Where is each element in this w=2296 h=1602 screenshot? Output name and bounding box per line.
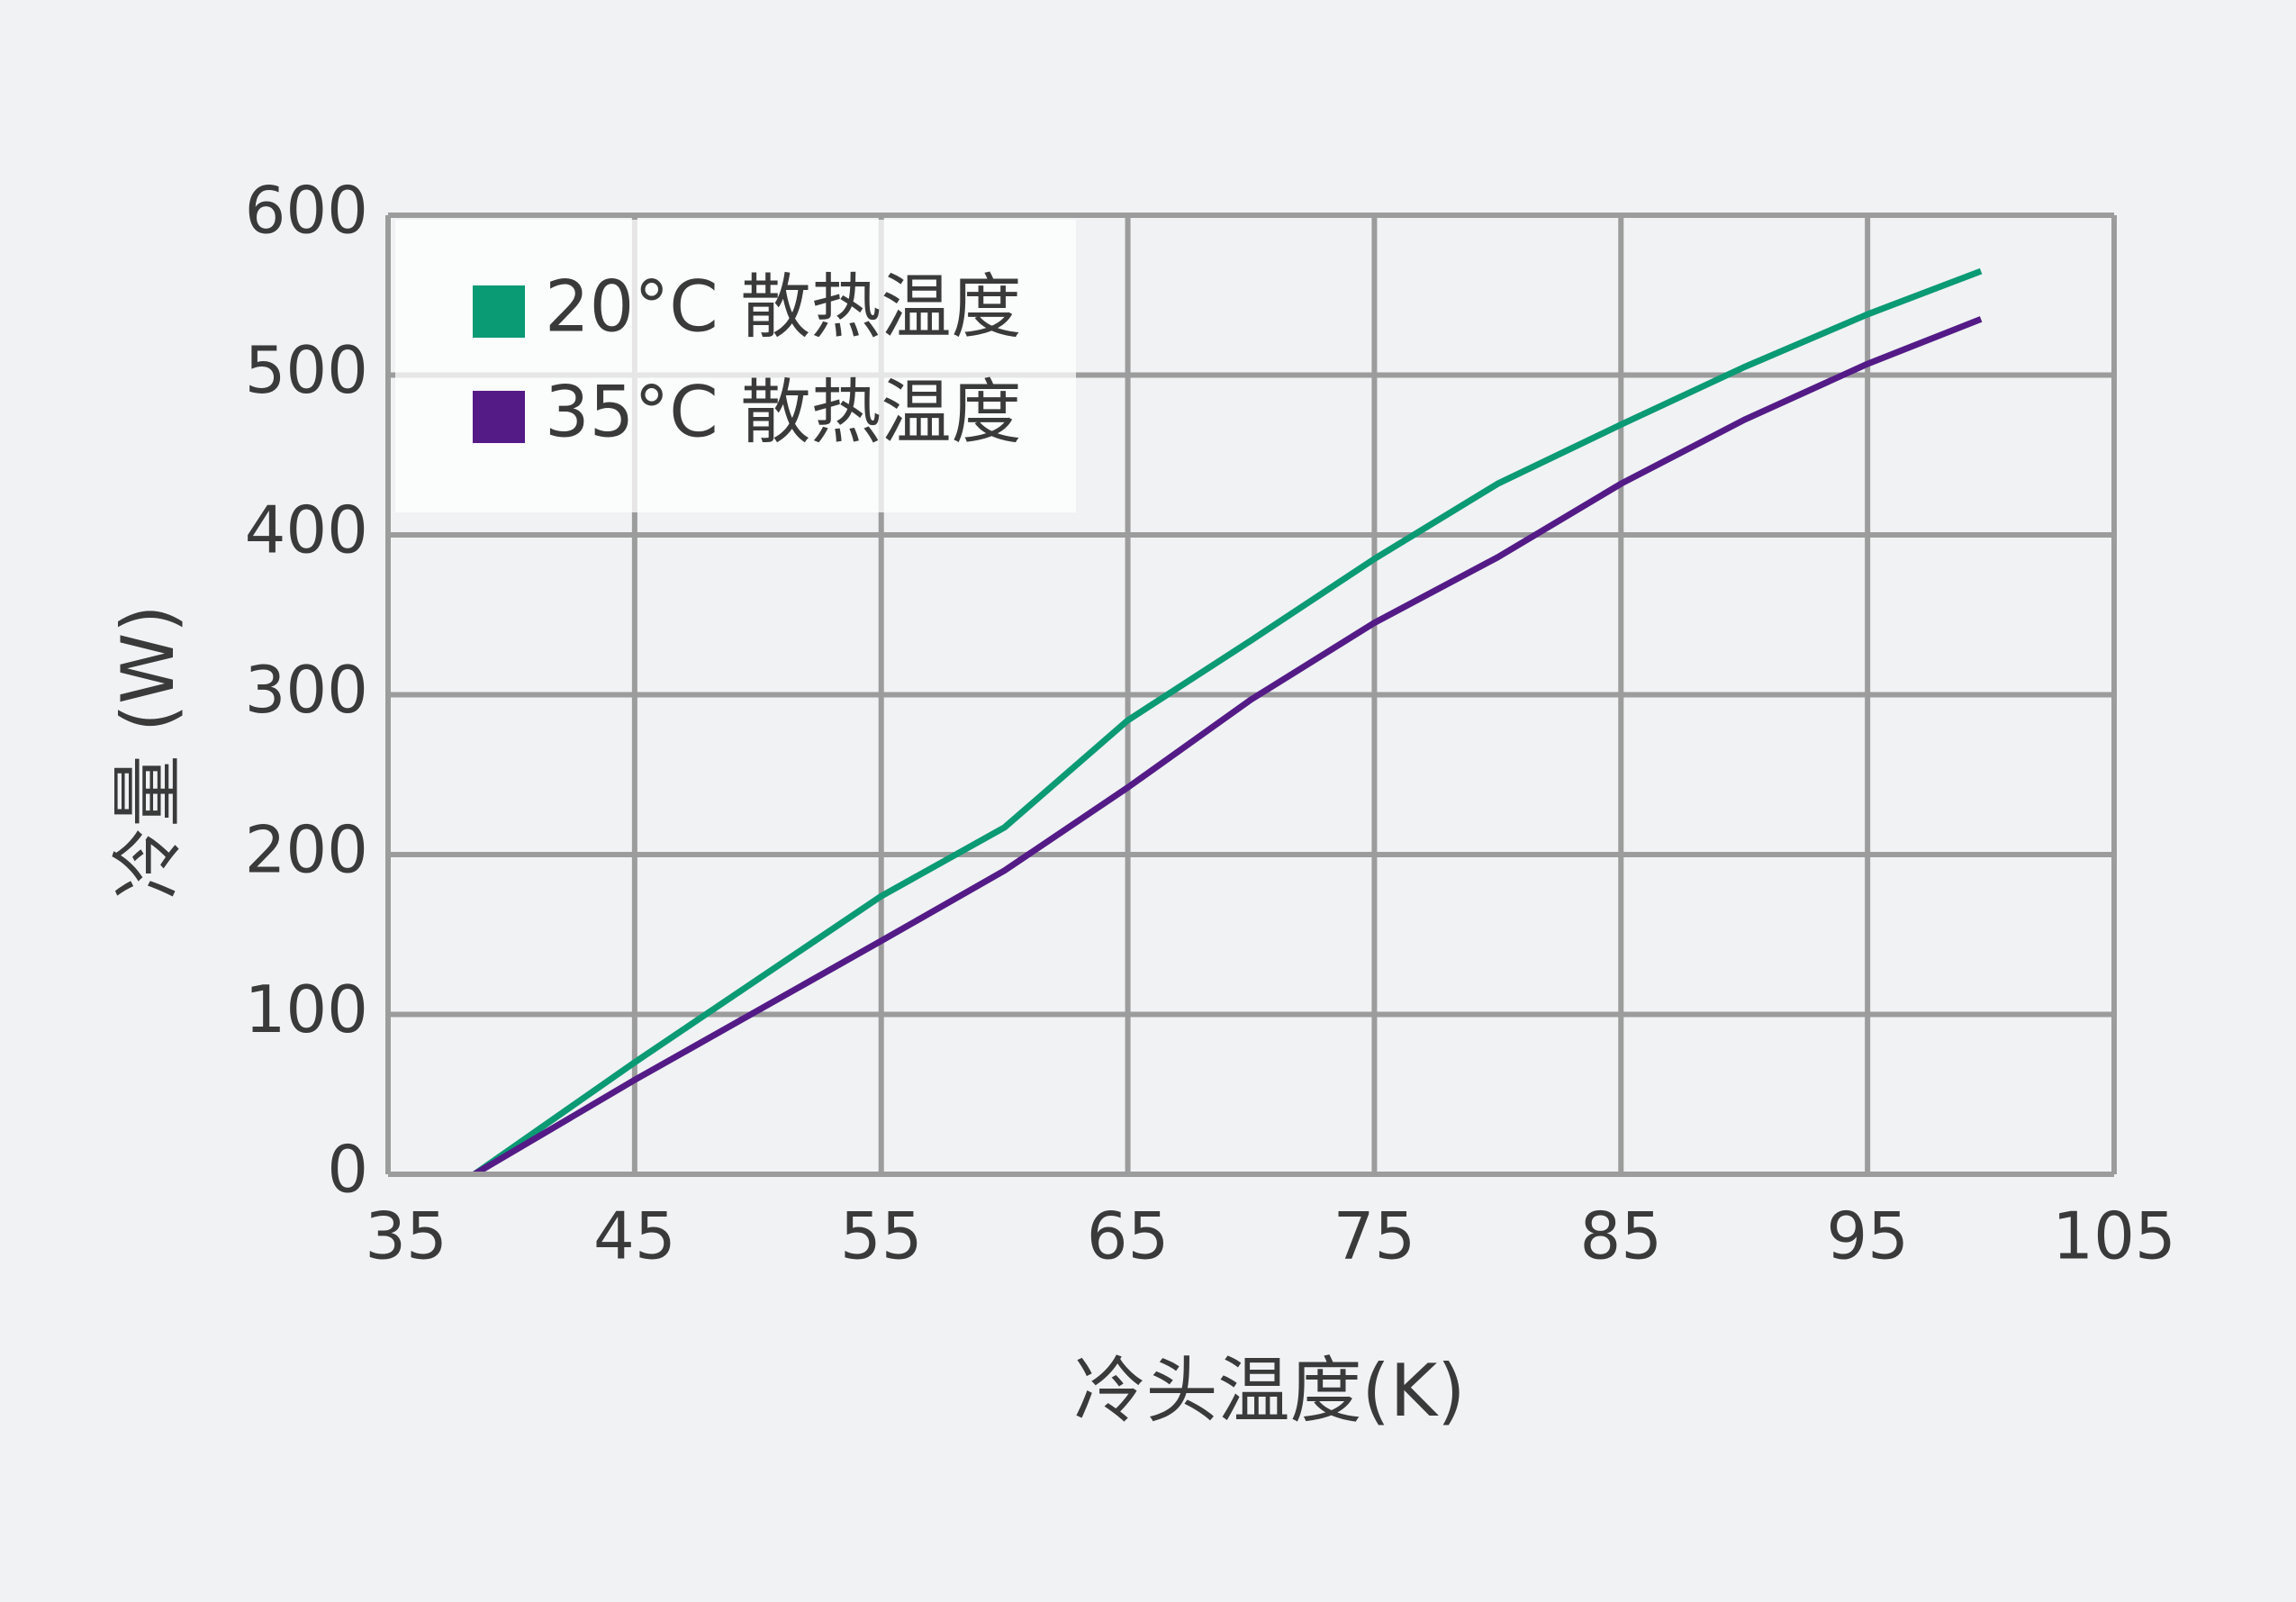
x-tick-label: 35: [365, 1199, 447, 1274]
x-tick-label: 105: [2052, 1199, 2175, 1274]
legend-box: [395, 220, 1076, 512]
y-tick-label: 400: [245, 493, 368, 568]
x-tick-label: 75: [1333, 1199, 1416, 1274]
legend-marker: [473, 391, 525, 443]
x-tick-label: 95: [1826, 1199, 1909, 1274]
data-line: [473, 316, 1983, 1178]
y-tick-label: 600: [245, 173, 368, 249]
y-tick-label: 500: [245, 332, 368, 408]
data-line: [472, 267, 1983, 1177]
y-tick-label: 0: [327, 1132, 368, 1208]
y-axis-label: 冷量 (W): [106, 605, 190, 900]
x-tick-label: 85: [1579, 1199, 1662, 1274]
x-tick-label: 65: [1087, 1199, 1170, 1274]
legend-label: 20°C 散热温度: [545, 267, 1022, 348]
y-tick-label: 200: [245, 812, 368, 888]
y-tick-label: 100: [245, 972, 368, 1047]
legend-label: 35°C 散热温度: [545, 372, 1022, 453]
y-tick-label: 300: [245, 652, 368, 728]
x-tick-label: 55: [840, 1199, 923, 1274]
x-axis-label: 冷头温度(K): [1074, 1349, 1466, 1433]
x-tick-label: 45: [593, 1199, 676, 1274]
legend-marker: [473, 285, 525, 338]
